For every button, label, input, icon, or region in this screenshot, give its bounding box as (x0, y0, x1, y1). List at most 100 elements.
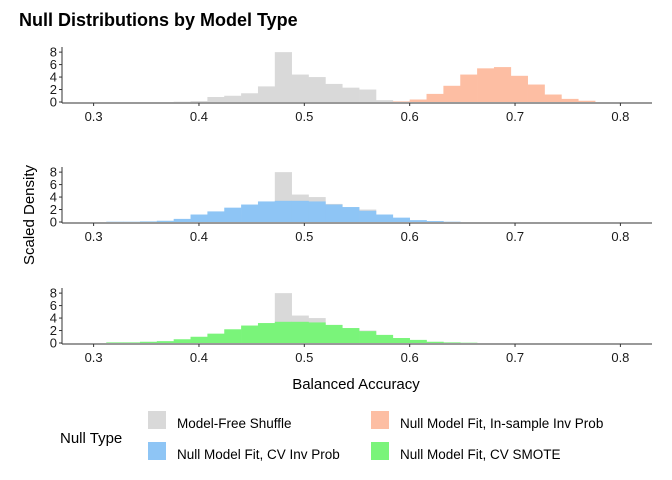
bar-null-model-fit-in-sample-inv-prob (477, 68, 495, 102)
bar-model-free-shuffle (190, 101, 208, 102)
bar-null-model-fit-cv-smote (173, 339, 191, 343)
bar-null-model-fit-in-sample-inv-prob (426, 93, 444, 102)
legend: Null Type Model-Free Shuffle Null Model F… (60, 411, 603, 462)
x-axis-label: Balanced Accuracy (292, 376, 420, 393)
bar-null-model-fit-cv-smote (241, 325, 259, 343)
y-tick-label: 0 (50, 95, 57, 110)
bar-null-model-fit-cv-smote (409, 339, 427, 343)
y-tick-label: 8 (50, 165, 57, 180)
bar-null-model-fit-cv-smote (190, 336, 208, 343)
y-tick-label: 8 (50, 45, 57, 60)
bar-null-model-fit-cv-smote (359, 331, 377, 343)
bar-null-model-fit-cv-smote (257, 323, 276, 343)
x-tick-label: 0.8 (611, 350, 629, 365)
y-tick-label: 0 (50, 336, 57, 351)
bar-null-model-fit-in-sample-inv-prob (544, 94, 562, 102)
y-tick-label: 2 (50, 202, 57, 217)
bar-null-model-fit-cv-smote (139, 341, 158, 343)
bar-model-free-shuffle (325, 83, 343, 102)
bar-null-model-fit-cv-inv-prob (274, 200, 292, 222)
bar-null-model-fit-cv-smote (342, 328, 360, 343)
bar-null-model-fit-in-sample-inv-prob (510, 75, 528, 102)
bar-null-model-fit-cv-inv-prob (359, 210, 377, 222)
bar-null-model-fit-cv-inv-prob (190, 214, 208, 222)
bar-null-model-fit-cv-smote (274, 321, 292, 343)
x-tick-label: 0.8 (611, 109, 629, 124)
legend-label: Model-Free Shuffle (177, 416, 292, 431)
bar-null-model-fit-in-sample-inv-prob (409, 99, 427, 102)
bar-model-free-shuffle (257, 86, 276, 102)
y-tick-label: 4 (50, 311, 57, 326)
x-tick-label: 0.4 (190, 350, 208, 365)
bar-null-model-fit-cv-smote (375, 334, 394, 343)
bar-null-model-fit-cv-smote (224, 329, 242, 343)
bar-null-model-fit-cv-inv-prob (173, 218, 191, 222)
x-tick-label: 0.7 (506, 229, 524, 244)
bar-null-model-fit-cv-inv-prob (291, 200, 309, 222)
bar-null-model-fit-cv-smote (325, 324, 343, 343)
bar-null-model-fit-cv-smote (207, 333, 225, 343)
x-tick-label: 0.6 (401, 109, 419, 124)
bar-null-model-fit-cv-smote (106, 342, 124, 343)
bar-null-model-fit-cv-inv-prob (241, 204, 259, 222)
legend-swatch (148, 442, 166, 460)
x-tick-label: 0.5 (295, 229, 313, 244)
bar-null-model-fit-in-sample-inv-prob (561, 98, 579, 102)
bar-null-model-fit-in-sample-inv-prob (527, 84, 545, 102)
bar-model-free-shuffle (308, 77, 326, 102)
legend-swatch (371, 411, 389, 429)
y-tick-label: 4 (50, 190, 57, 205)
bar-null-model-fit-cv-smote (426, 341, 444, 343)
bar-null-model-fit-cv-inv-prob (156, 220, 174, 222)
x-tick-label: 0.6 (401, 350, 419, 365)
y-tick-label: 0 (50, 215, 57, 230)
y-axis-label: Scaled Density (21, 164, 38, 265)
legend-label: Null Model Fit, CV SMOTE (400, 447, 561, 462)
legend-item-model-free-shuffle: Model-Free Shuffle (148, 411, 292, 431)
bar-model-free-shuffle (359, 89, 377, 102)
x-tick-label: 0.5 (295, 350, 313, 365)
x-tick-label: 0.3 (85, 109, 103, 124)
x-tick-label: 0.7 (506, 109, 524, 124)
bar-null-model-fit-cv-inv-prob (139, 221, 158, 222)
legend-label: Null Model Fit, In-sample Inv Prob (400, 416, 603, 431)
bar-model-free-shuffle (224, 95, 242, 102)
bar-null-model-fit-cv-inv-prob (342, 207, 360, 222)
bar-null-model-fit-cv-smote (392, 338, 410, 343)
y-tick-label: 2 (50, 82, 57, 97)
legend-item-cv-smote: Null Model Fit, CV SMOTE (371, 442, 561, 462)
bar-null-model-fit-in-sample-inv-prob (443, 85, 461, 102)
x-tick-label: 0.4 (190, 229, 208, 244)
legend-label: Null Model Fit, CV Inv Prob (177, 447, 340, 462)
chart-title: Null Distributions by Model Type (19, 10, 298, 30)
legend-title: Null Type (60, 430, 122, 447)
bar-null-model-fit-cv-inv-prob (392, 217, 410, 222)
bar-null-model-fit-cv-smote (443, 342, 461, 343)
x-tick-label: 0.6 (401, 229, 419, 244)
x-tick-label: 0.7 (506, 350, 524, 365)
x-tick-label: 0.8 (611, 229, 629, 244)
x-tick-label: 0.3 (85, 350, 103, 365)
x-tick-label: 0.4 (190, 109, 208, 124)
bar-null-model-fit-cv-inv-prob (257, 201, 276, 222)
bar-null-model-fit-cv-inv-prob (308, 201, 326, 222)
bar-model-free-shuffle (342, 87, 360, 102)
y-tick-label: 8 (50, 286, 57, 301)
bar-model-free-shuffle (207, 97, 225, 102)
bar-null-model-fit-cv-inv-prob (426, 221, 444, 222)
y-tick-label: 6 (50, 177, 57, 192)
bar-null-model-fit-cv-smote (308, 322, 326, 343)
y-tick-label: 6 (50, 298, 57, 313)
bar-null-model-fit-cv-smote (156, 341, 174, 343)
bar-null-model-fit-in-sample-inv-prob (493, 67, 512, 102)
bar-null-model-fit-cv-inv-prob (207, 211, 225, 222)
bar-null-model-fit-cv-smote (291, 321, 309, 343)
y-tick-label: 4 (50, 70, 57, 85)
bar-null-model-fit-cv-inv-prob (224, 207, 242, 222)
bar-model-free-shuffle (274, 52, 292, 102)
